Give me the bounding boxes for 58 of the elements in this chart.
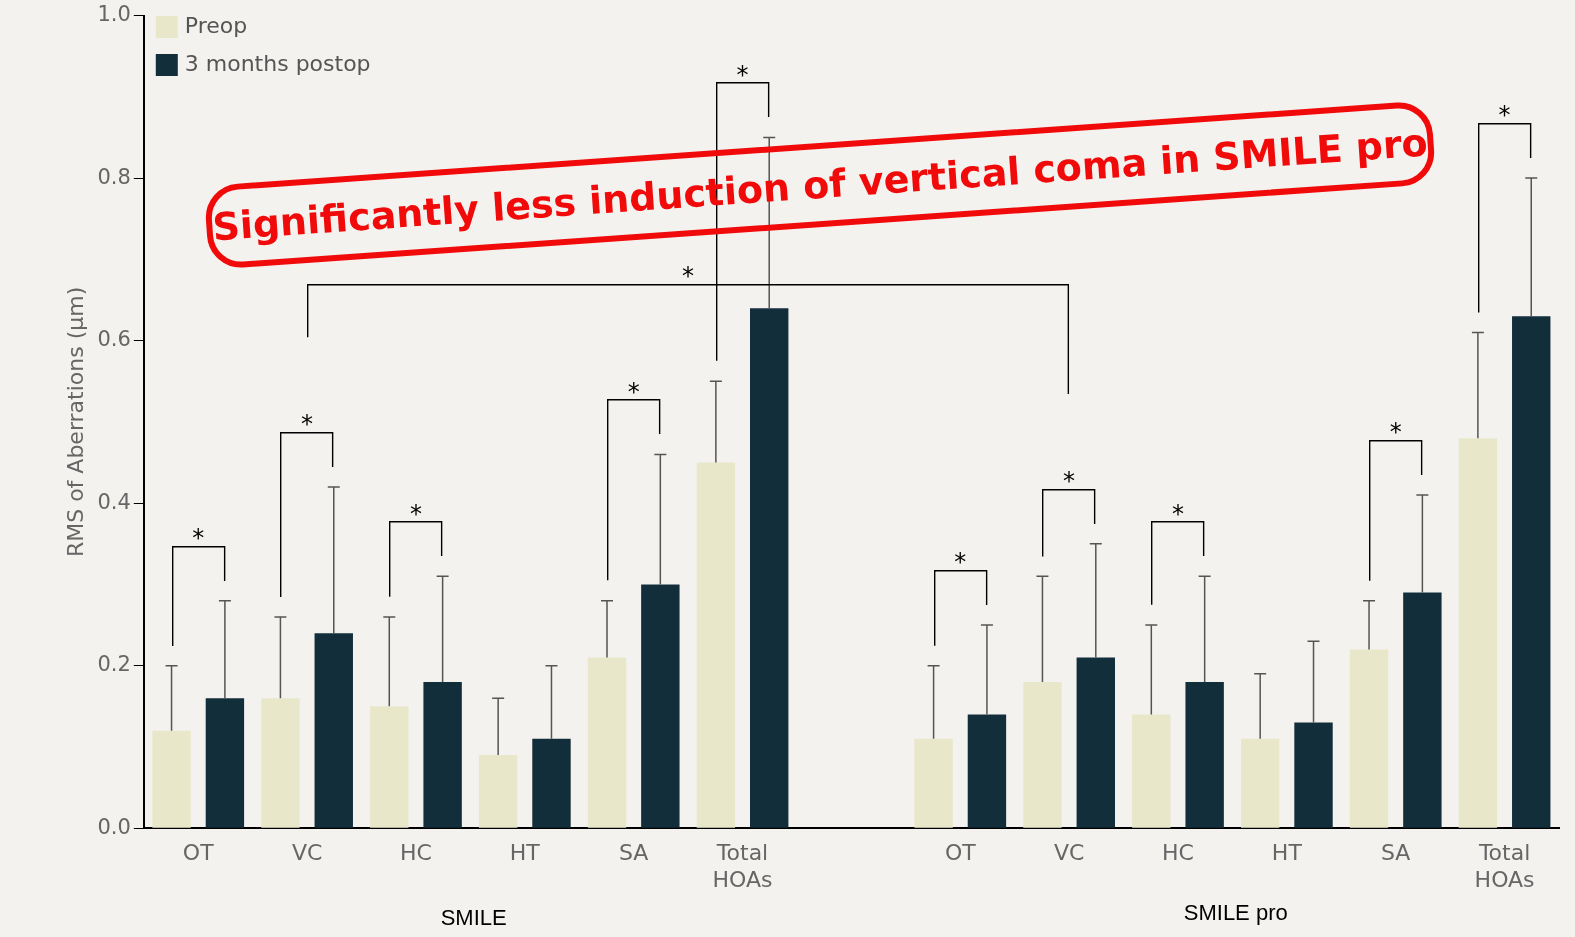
annotation: *: [409, 499, 422, 528]
annotation: *: [1498, 101, 1511, 130]
legend-label: Preop: [184, 12, 248, 38]
x-tick-label: SA: [618, 840, 649, 866]
annotation: *: [682, 261, 695, 290]
bar: [205, 698, 245, 828]
annotation: *: [954, 548, 967, 577]
y-tick-label: 0.2: [97, 652, 131, 677]
bar: [261, 698, 300, 828]
annotation: Significantly less induction of vertical coma in SMILE pro: [211, 120, 1429, 250]
annotation: *: [192, 523, 205, 552]
annotation: *: [627, 377, 640, 406]
text: SMILE pro: [1183, 900, 1288, 926]
y-tick-label: 1.0: [97, 2, 131, 27]
y-tick-label: 0.8: [97, 164, 131, 189]
x-tick-label: Total HOAs: [1474, 840, 1535, 892]
bar: [1294, 722, 1333, 828]
x-tick-label: HT: [1271, 840, 1303, 866]
x-tick-label: HT: [509, 840, 541, 866]
bar: [1185, 681, 1224, 828]
bar: [314, 633, 353, 828]
x-tick-label: Total HOAs: [712, 840, 773, 892]
annotation: *: [301, 410, 314, 439]
bar: [641, 584, 680, 828]
bar: [1403, 592, 1442, 828]
bar: [696, 462, 736, 828]
bar: [370, 706, 409, 828]
legend-label: 3 months postop: [184, 50, 371, 76]
bar: [532, 738, 571, 828]
y-tick-label: 0.4: [97, 489, 131, 514]
bar: [1458, 438, 1498, 828]
x-tick-label: HC: [1162, 840, 1194, 866]
x-tick-label: HC: [400, 840, 432, 866]
x-tick-label: OT: [944, 840, 977, 866]
annotation: *: [736, 60, 749, 89]
bar: [1023, 681, 1062, 828]
x-tick-label: SA: [1380, 840, 1411, 866]
bar: [1240, 738, 1280, 828]
text: SMILE: [440, 905, 507, 931]
y-tick-label: 0.6: [97, 327, 131, 352]
bar: [423, 681, 462, 828]
bar: [587, 657, 627, 828]
bar: [1349, 649, 1389, 828]
y-axis-title: RMS of Aberrations (μm): [62, 286, 88, 558]
bar: [1132, 714, 1171, 828]
x-tick-label: VC: [1053, 840, 1085, 866]
bar: [1512, 316, 1551, 828]
x-tick-label: VC: [291, 840, 323, 866]
bar: [967, 714, 1007, 828]
annotation: *: [1063, 467, 1076, 496]
y-tick-label: 0.0: [97, 814, 131, 839]
annotation: *: [1389, 418, 1402, 447]
annotation: *: [1171, 499, 1184, 528]
x-tick-label: OT: [182, 840, 215, 866]
bar: [152, 730, 191, 828]
bar: [1076, 657, 1115, 828]
bar: [914, 738, 953, 828]
bar: [478, 755, 518, 828]
